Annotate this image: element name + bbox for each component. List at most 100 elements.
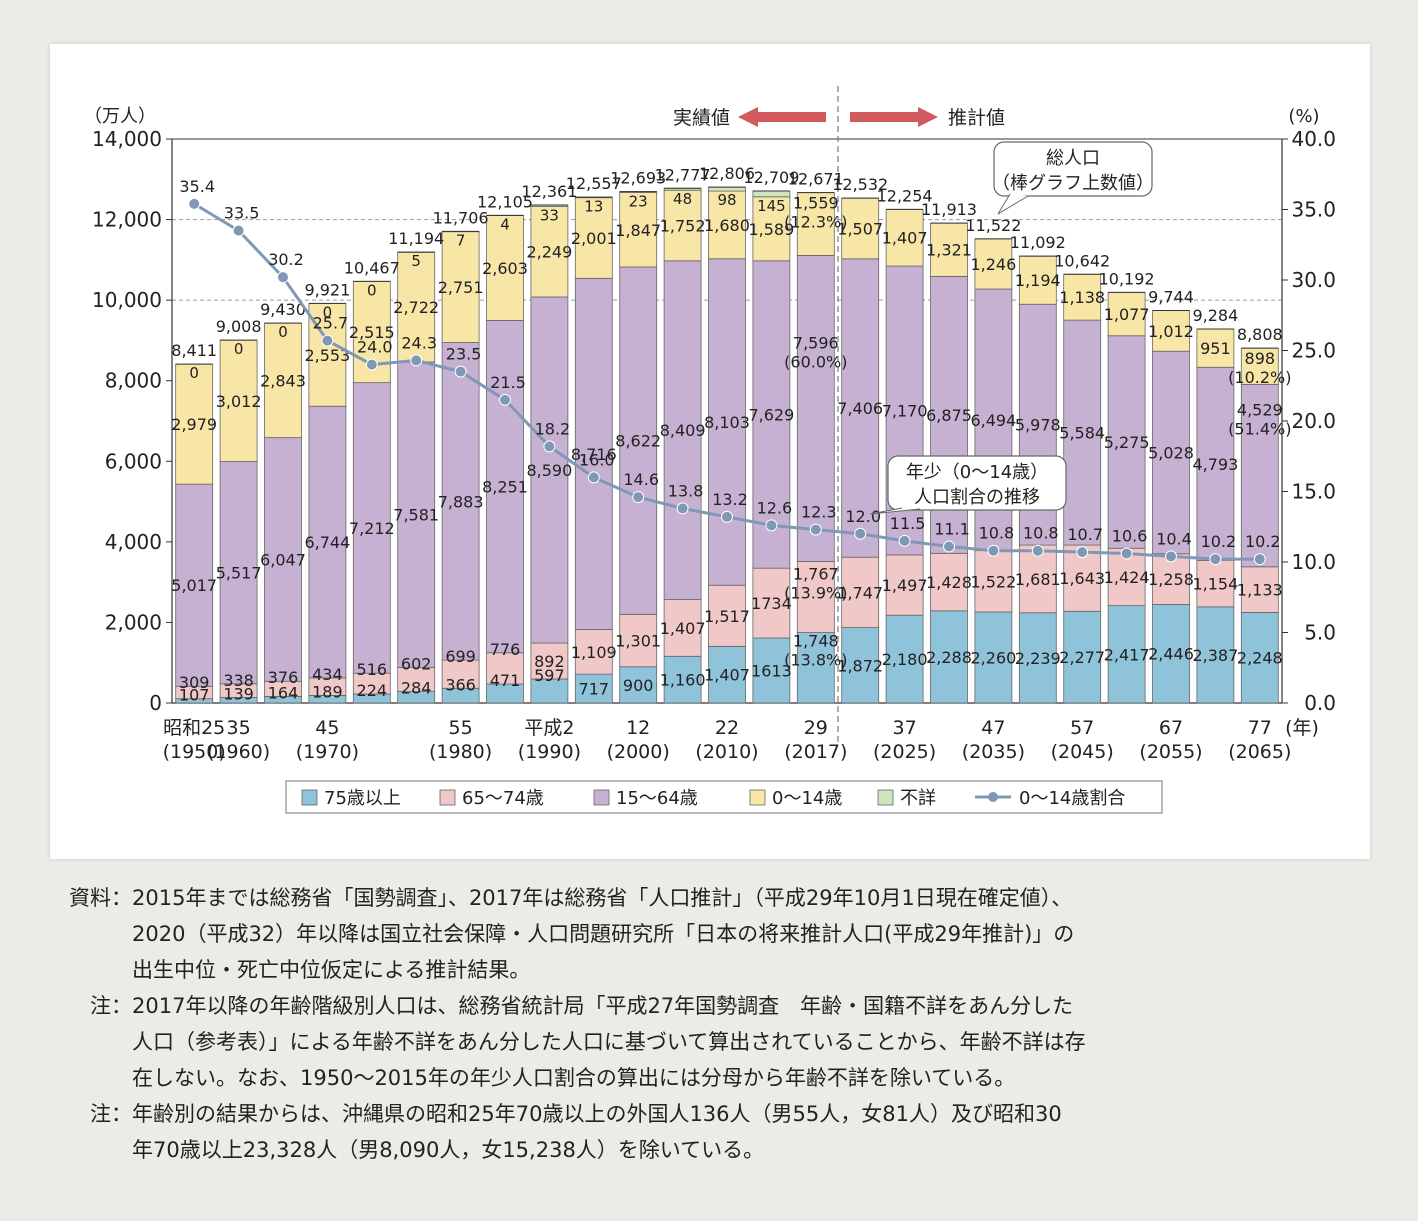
- value-label-65to74: 1,424: [1104, 568, 1150, 587]
- bar-segment: [796, 632, 835, 704]
- ratio-point: [1120, 547, 1133, 560]
- ratio-label: 13.8: [668, 481, 704, 500]
- total-label: 12,105: [477, 192, 533, 211]
- bar-segment: [486, 319, 524, 654]
- ratio-label: 10.4: [1156, 529, 1192, 548]
- ratio-label: 24.0: [357, 338, 393, 357]
- value-label-65to74: 1,407: [660, 619, 706, 638]
- value-label-0to14: 2,843: [260, 371, 306, 390]
- bar-segment: [530, 296, 569, 644]
- bar-segment: [1196, 366, 1235, 561]
- bar-segment: [441, 231, 480, 343]
- value-label-65to74: 434: [312, 665, 343, 684]
- ratio-label: 33.5: [224, 204, 260, 223]
- y-tick-label: 14,000: [92, 127, 162, 151]
- value-label-15to64: 7,170: [882, 401, 928, 420]
- total-label: 9,744: [1148, 287, 1194, 306]
- ratio-point: [1165, 550, 1177, 563]
- value-label-15to64: 7,883: [438, 492, 484, 511]
- value-label-65to74: 892: [534, 652, 565, 671]
- value-label-75plus: (13.8%): [784, 651, 847, 670]
- legend-label: 0～14歳: [772, 788, 842, 809]
- ratio-point: [676, 502, 689, 515]
- x-tick-year: (2025): [873, 741, 936, 763]
- value-label-65to74: 1,747: [837, 583, 883, 602]
- ratio-label: 21.5: [490, 373, 526, 392]
- legend-swatch: [749, 789, 766, 806]
- bar-segment: [1152, 604, 1190, 704]
- bar-segment: [752, 260, 791, 569]
- bar-segment: [1196, 559, 1235, 608]
- x-tick-label: 47: [981, 717, 1005, 739]
- ratio-label: 23.5: [446, 345, 482, 364]
- legend-label: 不詳: [900, 788, 936, 809]
- value-label-15to64: 6,494: [970, 411, 1016, 430]
- bar-segment: [663, 599, 702, 657]
- ratio-point: [365, 358, 378, 371]
- callout-ratio-sub: 人口割合の推移: [914, 487, 1040, 508]
- total-label: 10,192: [1099, 269, 1155, 288]
- value-label-15to64: 5,275: [1104, 433, 1150, 452]
- value-label-0to14: 2,722: [393, 298, 439, 317]
- bar-segment: [574, 277, 613, 630]
- ratio-point: [587, 471, 600, 484]
- value-label-0to14: 3,012: [216, 392, 262, 411]
- total-label: 12,709: [743, 168, 799, 187]
- source-notes: 資料： 2015年までは総務省「国勢調査」、2017年は総務省「人口推計」（平成2…: [52, 880, 1382, 1168]
- note-body: 年齢別の結果からは、沖縄県の昭和25年70歳以上の外国人136人（男55人，女8…: [132, 1096, 1382, 1168]
- bar-segment: [1240, 612, 1279, 704]
- value-label-0to14: 1,012: [1148, 322, 1194, 341]
- bar-segment: [619, 266, 658, 615]
- total-label: 12,254: [877, 186, 933, 205]
- value-label-65to74: 1,109: [571, 643, 617, 662]
- x-tick-year: (1950): [163, 741, 226, 763]
- value-label-65to74: 1734: [751, 594, 792, 613]
- value-label-75plus: 900: [623, 676, 654, 695]
- ratio-label: 12.0: [845, 507, 881, 526]
- note-head: 注：: [90, 994, 132, 1018]
- y2-tick-label: 5.0: [1304, 621, 1336, 645]
- actual-label: 実績値: [673, 107, 730, 129]
- value-label-15to64: 4,793: [1192, 455, 1238, 474]
- value-label-15to64: (60.0%): [784, 352, 847, 371]
- value-label-0to14: 1,847: [615, 221, 661, 240]
- ratio-point: [721, 510, 733, 523]
- value-label-unknown: 0: [323, 303, 333, 321]
- value-label-0to14: 1,077: [1104, 305, 1150, 324]
- ratio-point: [321, 334, 334, 347]
- value-label-unknown: 0: [189, 364, 199, 382]
- bar-segment: [663, 260, 702, 600]
- ratio-point: [543, 440, 556, 453]
- y-tick-label: 2,000: [105, 610, 162, 634]
- value-label-15to64: 8,251: [482, 478, 528, 497]
- y2-axis-unit: (%): [1288, 106, 1319, 127]
- value-label-unknown: 98: [717, 191, 736, 209]
- value-label-75plus: 717: [579, 680, 610, 699]
- bar-segment: [930, 222, 968, 277]
- value-label-75plus: 2,288: [926, 648, 972, 667]
- total-label: 8,411: [171, 341, 217, 360]
- y-axis-unit: （万人）: [84, 106, 156, 127]
- ratio-point: [987, 544, 1000, 557]
- total-label: 12,693: [610, 169, 666, 188]
- x-tick-label: 平成2: [524, 717, 574, 739]
- value-label-unknown: 5: [411, 252, 421, 270]
- y2-tick-label: 30.0: [1291, 268, 1336, 292]
- bar-segment: [219, 339, 258, 462]
- y-tick-label: 4,000: [105, 530, 162, 554]
- value-label-15to64: 8,103: [704, 413, 750, 432]
- y-tick-label: 12,000: [92, 208, 162, 232]
- value-label-15to64: 5,028: [1148, 444, 1194, 463]
- total-label: 11,092: [1010, 233, 1066, 252]
- ratio-label: 24.3: [401, 333, 437, 352]
- total-label: 11,194: [388, 229, 444, 248]
- total-label: 10,642: [1054, 251, 1110, 270]
- value-label-0to14: 1,246: [970, 255, 1016, 274]
- value-label-65to74: 1,154: [1192, 575, 1238, 594]
- total-label: 12,671: [788, 170, 844, 189]
- value-label-65to74: 776: [490, 640, 521, 659]
- callout-ratio-pointer: [869, 507, 921, 515]
- value-label-0to14: 898: [1245, 349, 1276, 368]
- x-tick-year: (2017): [784, 741, 847, 763]
- value-label-75plus: 597: [534, 666, 565, 685]
